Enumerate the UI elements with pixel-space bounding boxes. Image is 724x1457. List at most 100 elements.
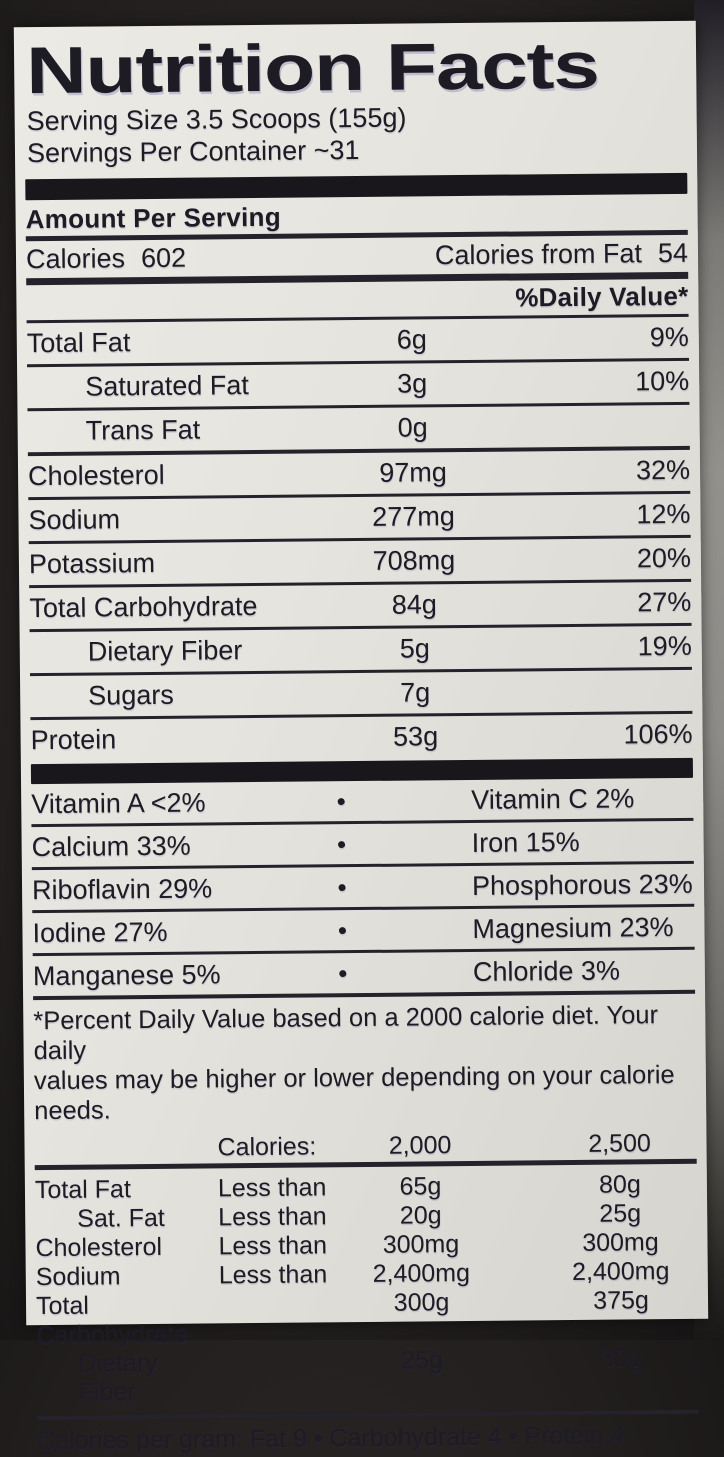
nutrient-dv (488, 425, 690, 427)
reference-2000-value: 300g (393, 1288, 450, 1317)
nutrient-amount: 7g (400, 677, 431, 708)
nutrient-dv: 12% (636, 498, 691, 530)
reference-qualifier: Less than (218, 1260, 328, 1290)
bullet-separator-icon: • (337, 871, 347, 902)
nutrient-amount: 708mg (372, 545, 456, 576)
daily-value-heading: %Daily Value* (515, 280, 689, 313)
calories-per-gram: Calories per gram: Fat 9 • Carbohydrate … (37, 1421, 625, 1456)
reference-row-total-carbohydrate: Total Carbohydrate 300g 375g (36, 1286, 699, 1350)
nutrient-dv: 106% (623, 718, 693, 750)
reference-2000-value: 25g (401, 1346, 444, 1375)
nutrient-name: Sugars (88, 679, 174, 711)
nutrient-name: Saturated Fat (85, 370, 249, 402)
nutrient-dv: 20% (636, 542, 692, 574)
calories-row: Calories 602 Calories from Fat 54 (26, 235, 688, 278)
nutrient-name: Total Fat (26, 327, 131, 359)
vitamin-right: Chloride 3% (472, 955, 621, 987)
label-title: Nutrition Facts (25, 27, 599, 108)
nutrient-name: Cholesterol (27, 459, 165, 492)
nutrient-amount: 84g (391, 589, 438, 620)
vitamin-left: Riboflavin 29% (31, 872, 213, 905)
vitamin-row-a-c: Vitamin A <2% • Vitamin C 2% (31, 778, 693, 824)
reference-2000-value: 65g (399, 1172, 442, 1201)
nutrient-dv: 32% (635, 454, 691, 486)
nutrient-row-sodium: Sodium 277mg 12% (28, 494, 690, 541)
reference-header-2500: 2,500 (588, 1129, 651, 1158)
reference-2500-value: 80g (598, 1170, 641, 1199)
reference-name: Dietary Fiber (78, 1348, 158, 1407)
nutrient-dv: 9% (649, 321, 689, 353)
reference-2500-value: 300mg (582, 1228, 659, 1257)
reference-2500-value: 30g (600, 1344, 643, 1373)
nutrition-facts-label: Nutrition Facts Serving Size 3.5 Scoops … (13, 20, 709, 1455)
reference-2000-value: 20g (399, 1201, 442, 1230)
vitamin-right: Magnesium 23% (472, 911, 674, 944)
bullet-separator-icon: • (336, 828, 347, 859)
vitamin-left: Manganese 5% (32, 958, 221, 991)
nutrient-dv: 10% (635, 365, 690, 397)
reference-2500-value: 2,400mg (571, 1257, 670, 1287)
nutrient-name: Sodium (28, 504, 121, 536)
nutrient-name: Protein (30, 724, 117, 756)
nutrient-row-trans-fat: Trans Fat 0g (27, 405, 689, 452)
bullet-separator-icon: • (337, 914, 348, 945)
reference-name: Sat. Fat (77, 1203, 165, 1233)
bullet-separator-icon: • (338, 957, 348, 988)
thick-divider-bar (25, 172, 688, 201)
calories-label: Calories (25, 243, 126, 275)
nutrient-row-saturated-fat: Saturated Fat 3g 10% (27, 361, 689, 408)
reference-2500-value: 375g (593, 1286, 649, 1315)
nutrient-dv (490, 690, 692, 692)
servings-per-container: Servings Per Container ~31 (26, 134, 360, 169)
nutrient-dv: 19% (637, 630, 692, 662)
nutrient-name: Dietary Fiber (87, 635, 243, 667)
nutrient-dv: 27% (637, 586, 692, 618)
reference-qualifier: Less than (218, 1202, 327, 1232)
nutrient-row-sugars: Sugars 7g (30, 670, 692, 717)
reference-row-dietary-fiber: Dietary Fiber 25g 30g (36, 1344, 699, 1408)
reference-name: Sodium (35, 1262, 121, 1292)
vitamin-left: Vitamin A <2% (31, 786, 206, 819)
vitamin-right: Phosphorous 23% (471, 868, 693, 901)
calories-from-fat-value: 54 (657, 237, 689, 269)
vitamin-right: Vitamin C 2% (471, 782, 635, 815)
daily-value-footnote: *Percent Daily Value based on a 2000 cal… (33, 1000, 696, 1126)
nutrient-name: Total Carbohydrate (29, 590, 258, 624)
calories-from-fat-label: Calories from Fat (434, 238, 643, 271)
vitamin-row-calcium-iron: Calcium 33% • Iron 15% (31, 821, 693, 867)
nutrient-row-potassium: Potassium 708mg 20% (29, 538, 691, 585)
nutrient-amount: 5g (399, 633, 430, 664)
reference-2500-value: 25g (599, 1199, 642, 1228)
reference-table-header: Calories: 2,000 2,500 (34, 1128, 696, 1165)
nutrient-row-total-fat: Total Fat 6g 9% (27, 317, 689, 364)
nutrient-amount: 53g (392, 721, 439, 752)
nutrient-amount: 0g (397, 412, 428, 443)
nutrient-amount: 3g (397, 368, 428, 399)
bullet-separator-icon: • (336, 785, 346, 816)
reference-header-spacer (34, 1132, 217, 1165)
nutrient-name: Trans Fat (85, 414, 201, 446)
reference-calories-label: Calories: (217, 1132, 317, 1162)
vitamin-left: Calcium 33% (31, 830, 191, 862)
nutrient-name: Potassium (28, 547, 156, 580)
divider (37, 1409, 700, 1421)
nutrient-amount: 97mg (379, 457, 447, 488)
reference-qualifier (219, 1347, 350, 1406)
vitamin-row-manganese-chloride: Manganese 5% • Chloride 3% (33, 950, 695, 996)
reference-name: Total Carbohydrate (35, 1291, 188, 1350)
nutrient-amount: 277mg (372, 501, 455, 532)
vitamin-right: Iron 15% (471, 826, 580, 858)
vitamin-left: Iodine 27% (32, 916, 168, 948)
vitamin-row-riboflavin-phosphorous: Riboflavin 29% • Phosphorous 23% (32, 864, 694, 910)
footnote-line-1: *Percent Daily Value based on a 2000 cal… (33, 1001, 659, 1066)
nutrient-row-total-carbohydrate: Total Carbohydrate 84g 27% (29, 582, 691, 629)
nutrient-row-cholesterol: Cholesterol 97mg 32% (28, 450, 690, 497)
nutrient-amount: 6g (396, 324, 427, 355)
reference-name: Total Fat (34, 1175, 131, 1205)
reference-header-2000: 2,000 (388, 1131, 452, 1160)
footnote-line-2: values may be higher or lower depending … (33, 1061, 675, 1126)
reference-name: Cholesterol (35, 1232, 163, 1263)
nutrient-row-protein: Protein 53g 106% (30, 714, 692, 761)
nutrient-row-dietary-fiber: Dietary Fiber 5g 19% (30, 626, 692, 673)
reference-2000-value: 300mg (382, 1230, 460, 1259)
